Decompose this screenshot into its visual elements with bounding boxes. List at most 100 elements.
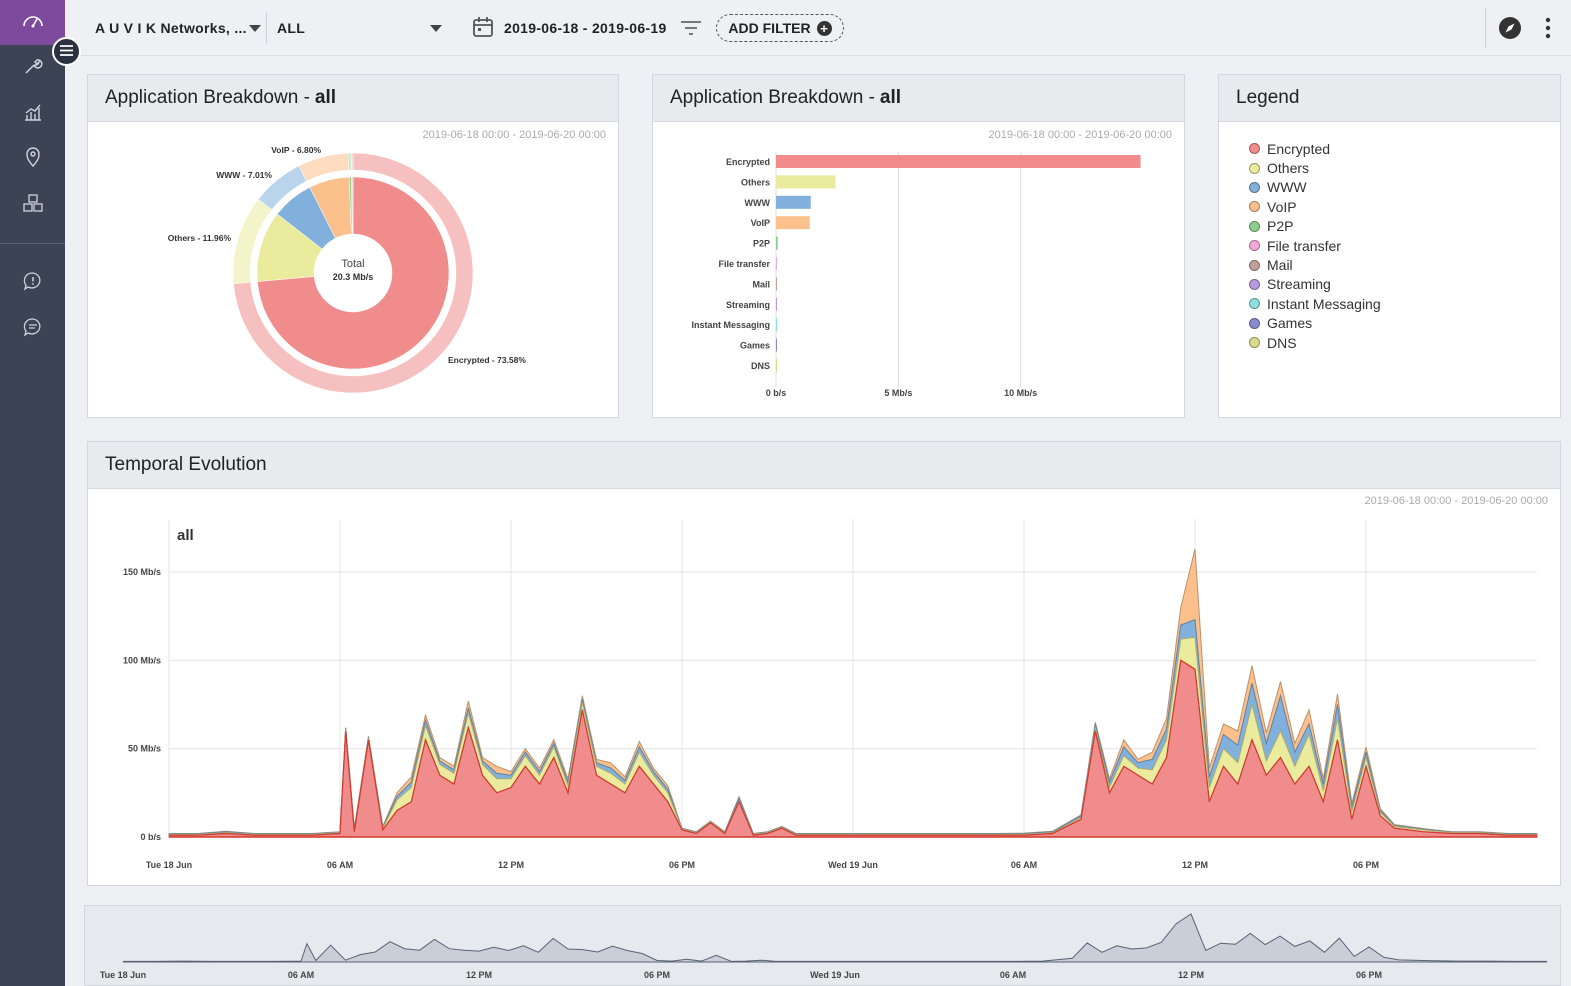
legend-label: Encrypted [1267, 140, 1331, 157]
timeline-overview-chart[interactable]: Tue 18 Jun 06 AM 12 PM 06 PM Wed 19 Jun 06 AM… [85, 906, 1562, 986]
overview-x-tick-label: 06 AM [288, 970, 314, 980]
legend-swatch [1249, 278, 1260, 290]
panel-header: Application Breakdown - all [653, 75, 1184, 122]
legend-label: Games [1267, 315, 1313, 332]
area-y-tick-label: 0 b/s [140, 832, 161, 842]
sidebar-item-messages[interactable] [20, 316, 46, 342]
overview-x-tick-label: 12 PM [1178, 970, 1204, 980]
legend-swatch [1249, 337, 1260, 349]
legend-label: VoIP [1267, 198, 1297, 215]
legend-label: P2P [1267, 218, 1294, 235]
sidebar-divider [0, 243, 65, 244]
legend-item[interactable]: Streaming [1249, 275, 1381, 294]
calendar-icon[interactable] [472, 16, 494, 43]
scope-select[interactable]: ALL [277, 20, 306, 36]
bar-category-label: File transfer [718, 259, 770, 269]
area-x-tick-label: Wed 19 Jun [828, 860, 878, 870]
area-y-tick-label: 100 Mb/s [123, 655, 161, 665]
legend-swatch [1249, 181, 1260, 193]
panel-title: Application Breakdown - [670, 87, 875, 108]
sidebar-item-analytics[interactable] [20, 101, 46, 127]
sidebar-item-inventory[interactable] [20, 192, 46, 218]
plus-icon: + [816, 20, 832, 36]
legend-swatch [1249, 259, 1260, 271]
pie-slice-label: Others - 11.96% [168, 233, 232, 243]
pie-center-label: Total [341, 258, 364, 270]
pie-slice-label: VoIP - 6.80% [271, 145, 321, 155]
temporal-evolution-panel: Temporal Evolution 2019-06-18 00:00 - 20… [87, 441, 1561, 886]
legend-item[interactable]: Others [1249, 158, 1381, 177]
legend-item[interactable]: DNS [1249, 333, 1381, 352]
bar-category-label: Games [740, 341, 770, 351]
bar-category-label: P2P [753, 239, 770, 249]
legend-swatch [1249, 220, 1260, 232]
panel-header: Application Breakdown - all [88, 75, 618, 122]
bar-voip [776, 216, 810, 230]
overview-x-tick-label: 12 PM [466, 970, 492, 980]
temporal-area-chart[interactable]: 0 b/s 50 Mb/s 100 Mb/s 150 Mb/s Tue 18 Jun 06… [88, 489, 1560, 885]
pie-chart[interactable]: Total 20.3 Mb/s Encrypted - 73.58% Others -… [88, 122, 618, 417]
legend-item[interactable]: P2P [1249, 217, 1381, 236]
panel-header: Temporal Evolution [88, 442, 1560, 489]
boxes-icon [22, 193, 44, 218]
add-filter-label: ADD FILTER [728, 20, 811, 36]
bar-chart[interactable]: 0 b/s 5 Mb/s 10 Mb/s Encrypted Others WWW VoIP… [653, 122, 1184, 417]
sidebar-item-dashboard[interactable] [0, 0, 65, 45]
legend-swatch [1249, 317, 1260, 329]
alert-bubble-icon [23, 271, 43, 296]
legend-item[interactable]: VoIP [1249, 197, 1381, 216]
bar-mail [776, 277, 777, 291]
toolbar-divider [1485, 8, 1486, 48]
bar-x-tick-label: 5 Mb/s [884, 388, 912, 398]
add-filter-button[interactable]: ADD FILTER + [716, 14, 844, 42]
chat-bubble-icon [23, 317, 43, 342]
toolbar-divider [266, 12, 267, 44]
legend-item[interactable]: File transfer [1249, 236, 1381, 255]
pie-center-value: 20.3 Mb/s [333, 272, 374, 282]
bar-x-tick-label: 0 b/s [766, 388, 787, 398]
bar-x-tick-label: 10 Mb/s [1004, 388, 1037, 398]
panel-title-scope: all [314, 87, 337, 108]
legend-label: Streaming [1267, 276, 1331, 293]
legend-swatch [1249, 298, 1260, 310]
panel-date-range: 2019-06-18 00:00 - 2019-06-20 00:00 [988, 129, 1172, 141]
org-select[interactable]: A U V I K Networks, ... [95, 20, 247, 36]
more-vertical-icon[interactable] [1545, 17, 1551, 44]
overview-x-tick-label: 06 AM [1000, 970, 1026, 980]
scope-select-caret-icon[interactable] [430, 25, 442, 32]
area-x-tick-label: 06 AM [327, 860, 353, 870]
bar-games [776, 338, 777, 352]
filter-icon[interactable] [680, 19, 702, 42]
panel-title: Application Breakdown - [105, 87, 310, 108]
legend-list: Encrypted Others WWW VoIP P2P File transfer Ma… [1249, 139, 1381, 352]
compass-icon[interactable] [1498, 16, 1522, 45]
bar-category-label: Mail [752, 279, 770, 289]
legend-item[interactable]: Encrypted [1249, 139, 1381, 158]
legend-swatch [1249, 201, 1260, 213]
pie-slice [257, 176, 450, 370]
bar-category-label: Streaming [726, 300, 770, 310]
legend-item[interactable]: WWW [1249, 178, 1381, 197]
area-series-title: all [177, 527, 194, 544]
sidebar-item-alerts[interactable] [20, 270, 46, 296]
pie-outer-slice [298, 152, 350, 182]
legend-panel: Legend Encrypted Others WWW VoIP P2P File tra… [1218, 74, 1561, 418]
date-range-picker[interactable]: 2019-06-18 - 2019-06-19 [504, 20, 667, 36]
menu-toggle-button[interactable] [52, 37, 81, 66]
timeline-overview[interactable]: Tue 18 Jun 06 AM 12 PM 06 PM Wed 19 Jun 06 AM… [84, 905, 1561, 986]
area-x-tick-label: 06 PM [669, 860, 695, 870]
overview-x-tick-label: 06 PM [1356, 970, 1382, 980]
pie-slice-label: Encrypted - 73.58% [448, 355, 526, 365]
panel-header: Legend [1219, 75, 1560, 122]
legend-item[interactable]: Games [1249, 314, 1381, 333]
sidebar-item-tools[interactable] [20, 55, 46, 81]
sidebar-item-locations[interactable] [20, 146, 46, 172]
legend-item[interactable]: Mail [1249, 255, 1381, 274]
legend-label: DNS [1267, 334, 1297, 351]
bar-others [776, 175, 836, 189]
legend-label: Others [1267, 160, 1310, 177]
hamburger-icon [60, 43, 73, 61]
org-select-caret-icon[interactable] [249, 25, 261, 32]
legend-item[interactable]: Instant Messaging [1249, 294, 1381, 313]
bar-category-label: DNS [751, 361, 770, 371]
